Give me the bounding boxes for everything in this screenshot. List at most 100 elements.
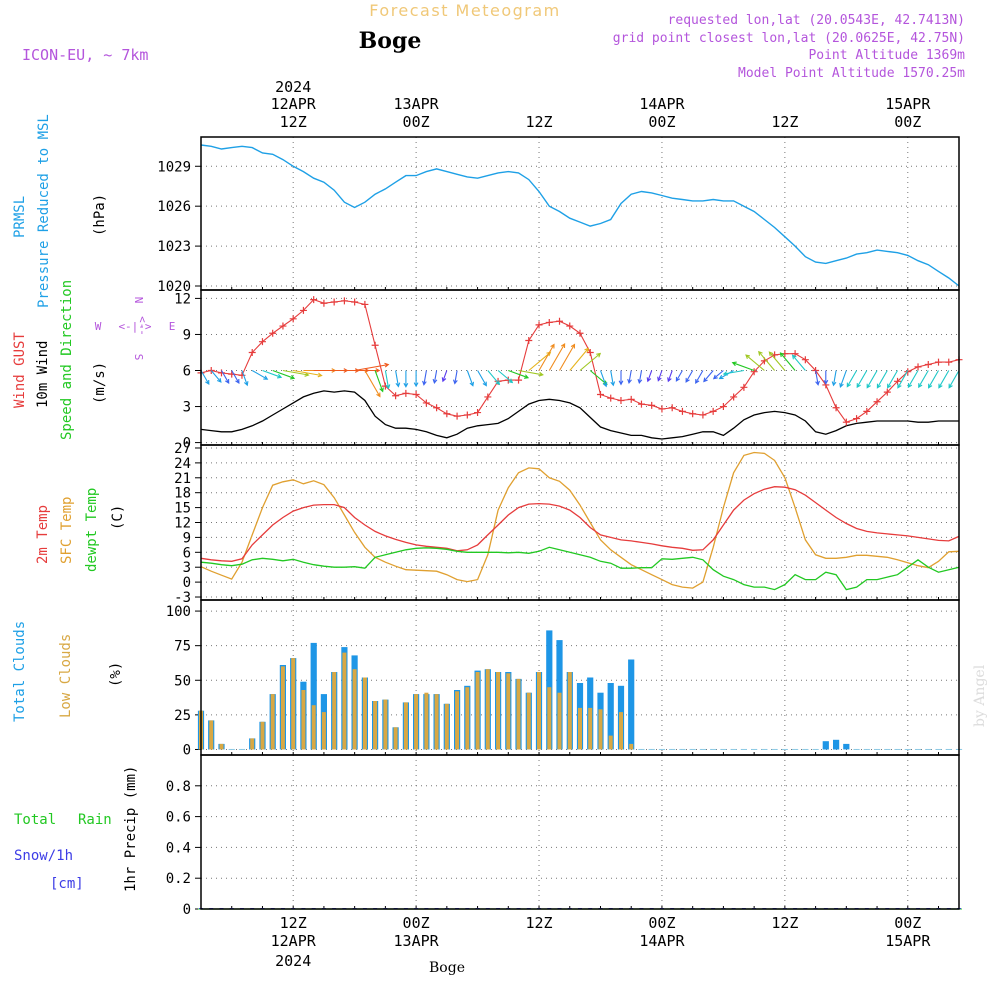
bottom-time-label-2-0: 12Z [525,914,552,932]
model-altitude: Model Point Altitude 1570.25m [738,66,965,81]
compass-north: N [132,297,145,304]
wind-direction-arrow [657,370,663,382]
wind-direction-arrow [839,370,847,388]
low-clouds-bar [301,690,306,750]
clouds-ytick-label-3: 75 [174,639,191,655]
temperature-ytick-label-0: -3 [174,590,191,606]
wind-ytick-label-0: 0 [183,436,191,452]
wind-direction-arrow [745,354,765,371]
precip-rain-label: Rain [78,812,112,828]
wind-direction-arrow [866,370,878,389]
gust-point [248,348,256,356]
low-clouds-bar [526,692,531,750]
wind-direction-arrow [791,354,806,371]
clouds-ytick-label-2: 50 [174,673,191,689]
total-clouds-bar [822,741,829,750]
low-clouds-bar [362,677,367,750]
wind-direction-arrow [395,370,401,388]
bottom-time-label-0-1: 12APR [271,932,317,950]
wind-direction-arrow [518,369,544,377]
wind-ytick-label-2: 6 [183,364,191,380]
gust-point [504,376,512,384]
gust-point [463,411,471,419]
low-clouds-bar [629,743,634,750]
clouds-ytick-label-1: 25 [174,708,191,724]
sfc-temp-line [200,451,960,589]
gust-point [289,315,297,323]
temperature-ytick-label-1: 0 [183,575,191,591]
compass-south: S [132,354,145,361]
pressure-ytick-label-3: 1029 [157,159,191,175]
top-time-label-1-1: 13APR [394,95,440,113]
top-time-label-3-1: 14APR [639,95,685,113]
total-clouds-bar [628,659,635,750]
precip-ytick-label-0: 0 [183,902,191,918]
gust-point [443,410,451,418]
low-clouds-bar [209,720,214,750]
precip-total-label: Total [14,812,56,828]
wind-direction-arrow [667,370,673,383]
gust-point [914,363,922,371]
compass-arrows: <-|-> [118,320,151,333]
plot-area: 1020102310261029036912-30369121518212427… [157,78,963,970]
wind-direction-arrow [432,370,438,385]
low-clouds-bar [250,738,255,750]
wind-direction-arrow [452,370,458,385]
wind-direction-arrow [403,370,409,388]
low-clouds-bar [547,687,552,750]
clouds-unit: (%) [108,662,124,687]
wind-direction-arrow [441,370,448,383]
temperature-ytick-label-3: 6 [183,545,191,561]
low-clouds-bar [588,707,593,750]
wind-direction-arrow [876,370,888,389]
wind-direction-arrow [354,362,390,372]
gust-point [617,397,625,405]
low-clouds-bar [465,687,470,750]
wind-direction-arrow [422,370,427,386]
wind-direction-arrow [538,343,555,371]
low-clouds-bar [403,702,408,750]
precip-cm-label: [cm] [50,876,84,892]
low-clouds-bar [393,727,398,750]
pressure-label-prmsl: PRMSL [12,196,28,238]
wind-direction-arrow [559,343,576,371]
gust-point [422,399,430,407]
wind-direction-arrow [846,370,858,388]
wind-direction-arrow [241,370,249,387]
gust-point [719,403,727,411]
low-clouds-bar [455,691,460,750]
wind-direction-arrow [731,361,755,372]
top-time-label-1-2: 00Z [403,113,430,131]
wind-direction-arrow [722,369,744,376]
gust-point [320,299,328,307]
temp-unit: (C) [110,505,126,530]
top-time-label-0-1: 12APR [271,95,317,113]
low-clouds-bar [475,672,480,750]
gust-point [678,407,686,415]
gust-point [545,318,553,326]
wind-speed-line [200,390,959,440]
bottom-time-label-4-0: 12Z [771,914,798,932]
bottom-time-label-0-0: 12Z [280,914,307,932]
gust-point [330,298,338,306]
gust-point [361,300,369,308]
wind-direction-arrow [675,370,683,382]
wind-direction-arrow [815,370,820,386]
gust-point [904,368,912,376]
footer-station: Boge [429,960,465,976]
gust-point [637,400,645,408]
clouds-ytick-label-4: 100 [166,604,191,620]
wind-direction-arrow [779,352,796,371]
temp-2m-label: 2m Temp [35,505,51,564]
wind-direction-arrow [272,369,296,380]
wind-direction-arrow [627,370,632,385]
top-time-label-0-0: 2024 [275,78,311,96]
wind-direction-arrow [200,370,210,386]
wind-direction-arrow [948,370,960,389]
model-name: ICON-EU, ~ 7km [22,46,148,64]
precip-snow-label: Snow/1h [14,848,73,864]
low-clouds-bar [444,703,449,750]
pressure-line [200,144,960,287]
gust-point [340,297,348,305]
